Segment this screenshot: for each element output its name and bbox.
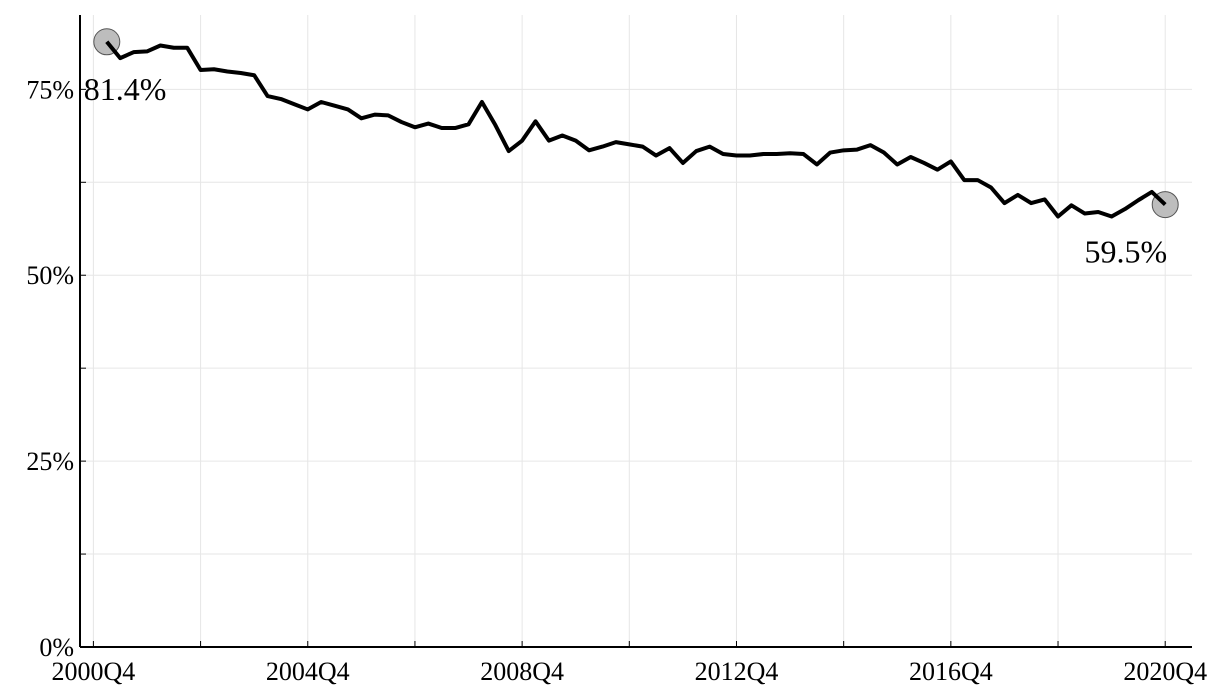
x-tick-label: 2016Q4 [909,657,993,686]
x-tick-label: 2004Q4 [266,657,350,686]
y-tick-label: 25% [26,447,74,476]
x-tick-label: 2008Q4 [480,657,564,686]
line [105,40,1167,219]
x-tick-label: 2012Q4 [695,657,779,686]
annotation-label: 59.5% [1085,234,1168,270]
y-tick-label: 0% [39,633,74,662]
x-tick-label: 2000Q4 [52,657,136,686]
annotation-label: 81.4% [84,71,167,107]
y-tick-label: 50% [26,261,74,290]
x-tick-label: 2020Q4 [1123,657,1207,686]
y-tick-label: 75% [26,75,74,104]
